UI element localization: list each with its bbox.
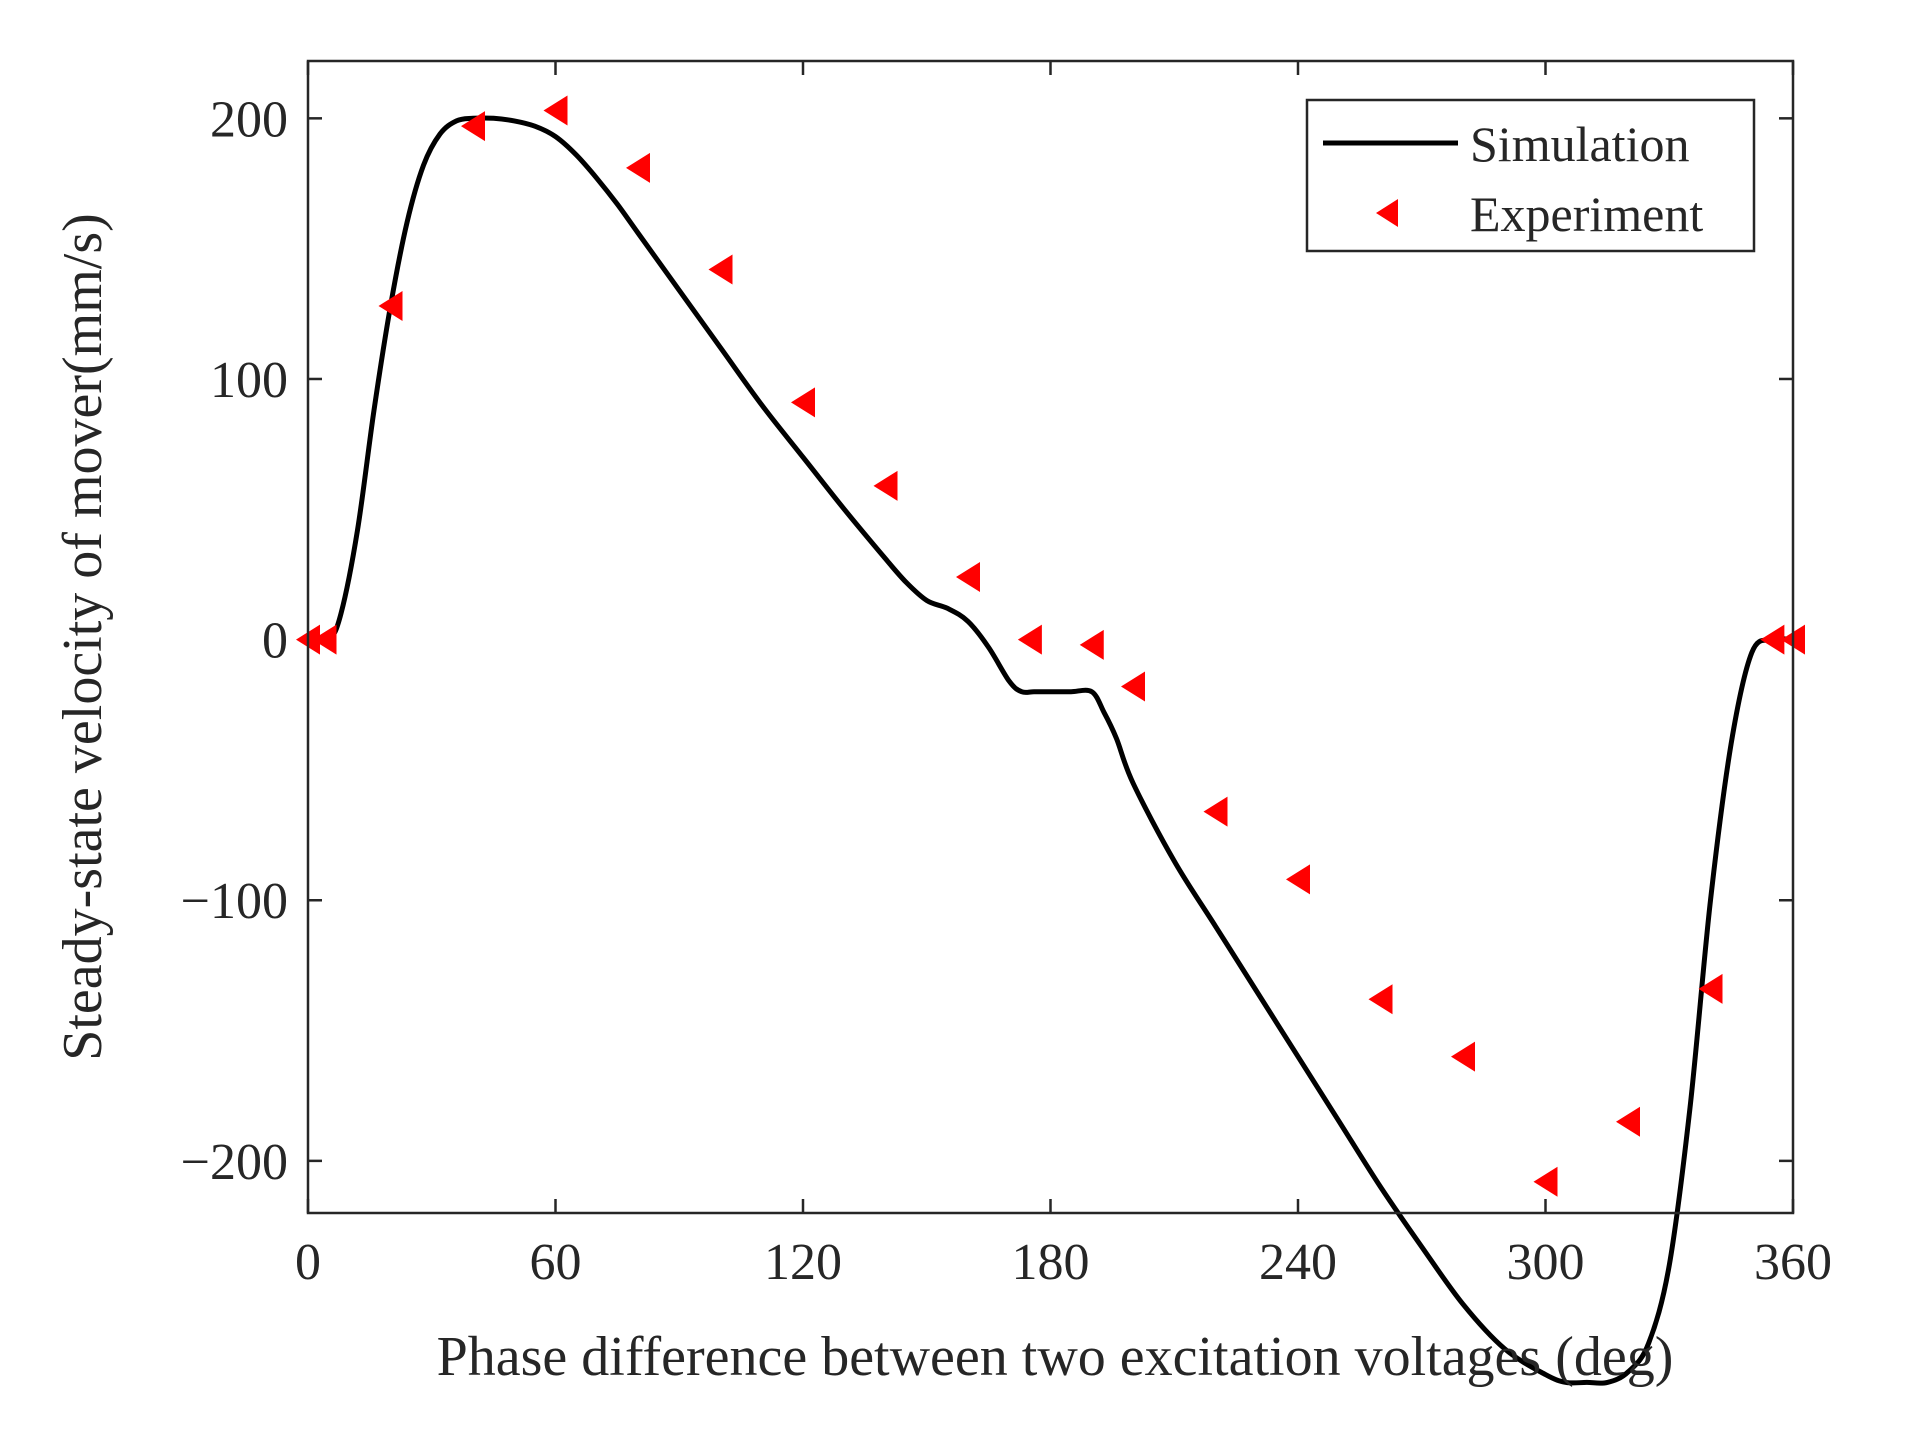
- x-tick-label: 120: [764, 1234, 842, 1291]
- y-tick-label: −200: [181, 1134, 288, 1191]
- x-axis-label: Phase difference between two excitation …: [437, 1326, 1674, 1388]
- y-axis-label: Steady-state velocity of mover(mm/s): [52, 213, 114, 1061]
- experiment-marker: [626, 152, 650, 183]
- tick-labels: 0 60 120 180 240 300 360 200 100 0 −100 −200: [181, 91, 1832, 1291]
- legend: Simulation Experiment: [1305, 98, 1756, 253]
- experiment-marker: [1203, 796, 1228, 827]
- y-tick-label: 0: [262, 613, 288, 670]
- y-tick-label: 200: [210, 91, 288, 148]
- experiment-marker: [1121, 671, 1145, 702]
- experiment-marker: [1616, 1106, 1640, 1137]
- experiment-marker: [461, 111, 485, 142]
- experiment-marker: [708, 254, 733, 285]
- x-tick-label: 360: [1754, 1234, 1832, 1291]
- legend-simulation-label: Simulation: [1470, 116, 1689, 172]
- experiment-marker: [791, 387, 815, 418]
- experiment-marker: [543, 95, 568, 126]
- plot-layer: [296, 95, 1805, 1386]
- legend-experiment-label: Experiment: [1470, 186, 1703, 242]
- plot-frame: [306, 59, 1795, 1215]
- x-tick-label: 240: [1259, 1234, 1337, 1291]
- legend-box: [1305, 98, 1756, 253]
- experiment-marker: [312, 624, 337, 655]
- simulation-line: [307, 115, 1794, 1386]
- experiment-marker: [1451, 1041, 1475, 1072]
- experiment-marker: [1017, 624, 1042, 655]
- y-tick-label: 100: [210, 352, 288, 409]
- y-tick-label: −100: [181, 873, 288, 930]
- experiment-marker: [1286, 864, 1310, 895]
- x-tick-label: 0: [295, 1234, 321, 1291]
- experiment-marker: [378, 290, 403, 321]
- experiment-marker: [1760, 624, 1785, 655]
- x-tick-label: 60: [530, 1234, 582, 1291]
- experiment-marker: [956, 562, 980, 593]
- experiment-marker: [1368, 984, 1393, 1015]
- experiment-marker: [1533, 1166, 1558, 1197]
- experiment-marker: [873, 470, 898, 501]
- legend-experiment-marker: [1376, 199, 1398, 227]
- x-tick-label: 180: [1012, 1234, 1090, 1291]
- x-tick-label: 300: [1507, 1234, 1585, 1291]
- experiment-marker: [1698, 973, 1723, 1004]
- experiment-marker: [1079, 629, 1104, 660]
- plot-area: [308, 61, 1793, 1213]
